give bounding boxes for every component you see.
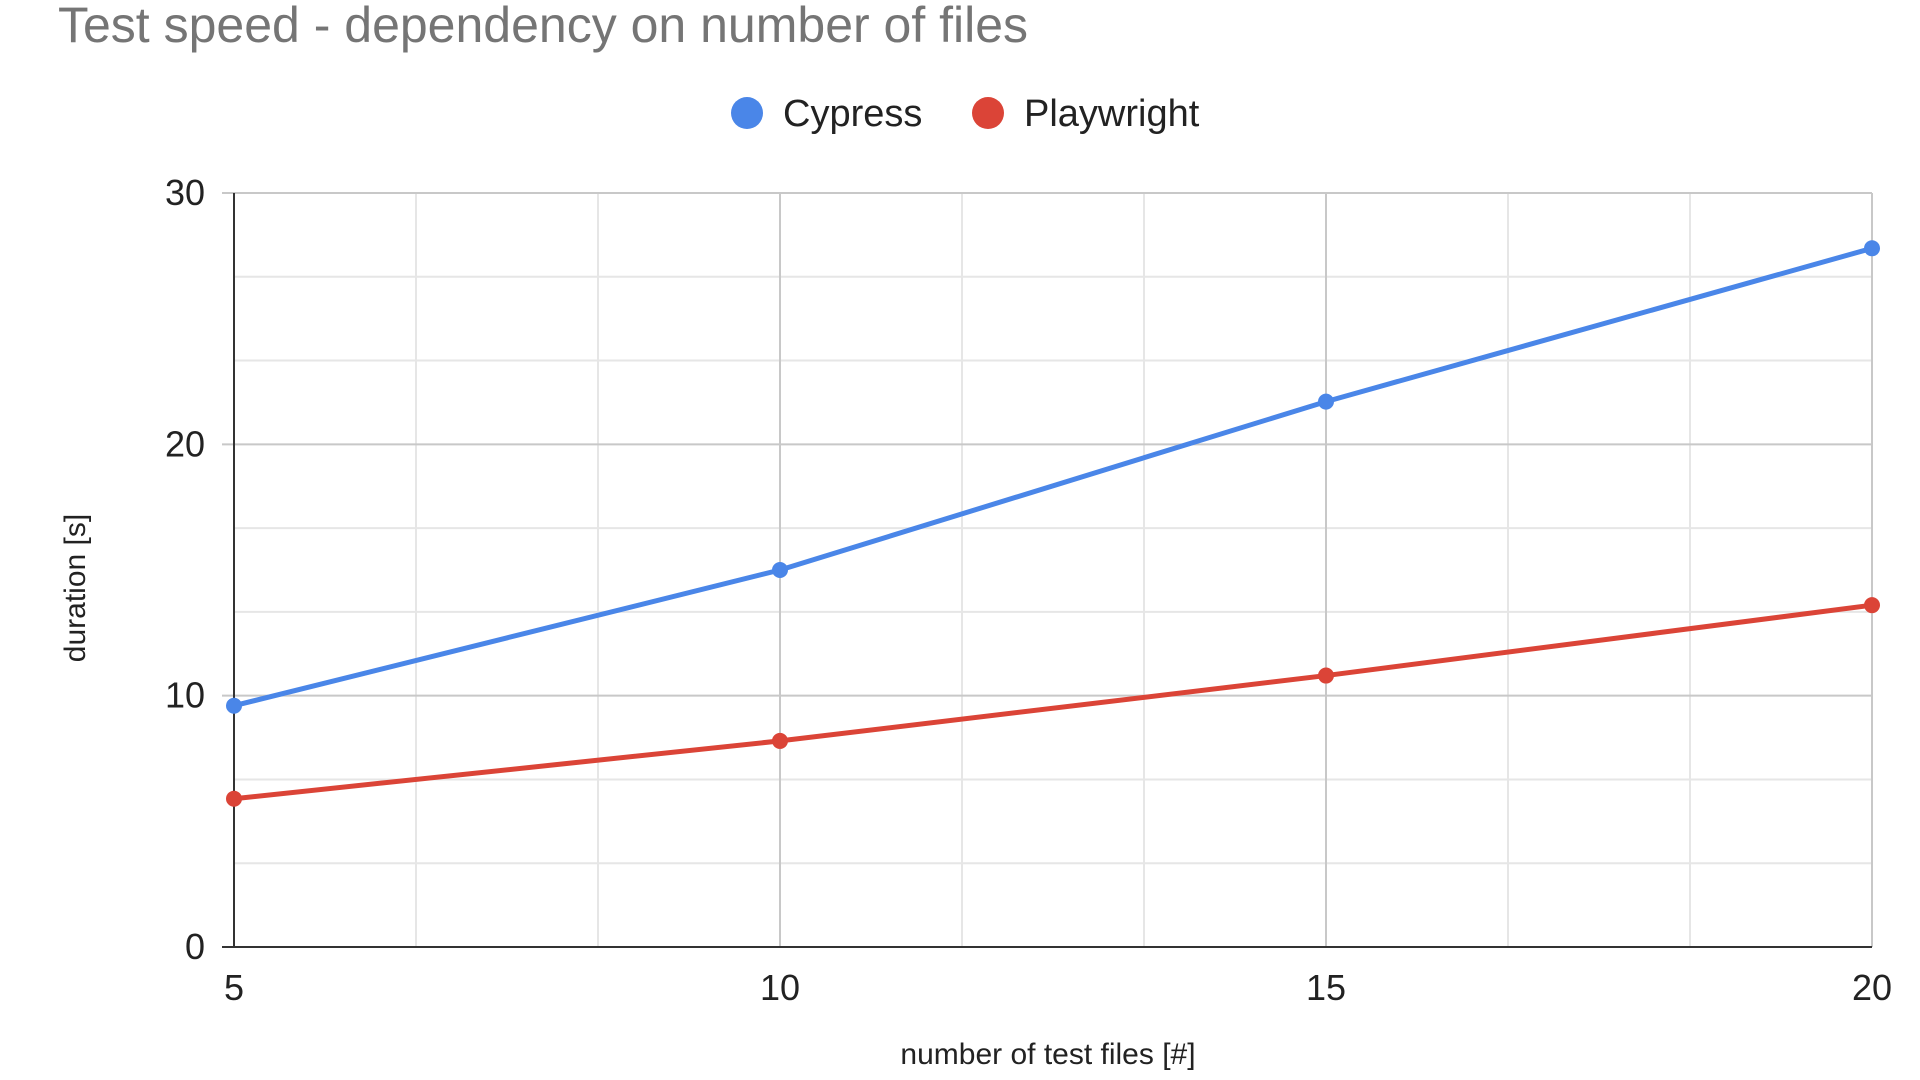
data-point-cypress xyxy=(1864,240,1880,257)
y-axis-label: duration [s] xyxy=(59,514,92,662)
x-axis-label: number of test files [#] xyxy=(900,1038,1195,1071)
x-tick-labels: 5 10 15 20 xyxy=(224,967,1892,1008)
data-point-cypress xyxy=(1318,393,1334,410)
x-tick-label: 15 xyxy=(1306,967,1346,1008)
y-tick-label: 10 xyxy=(165,675,205,716)
series-points xyxy=(226,240,1880,807)
y-tick-labels: 0 10 20 30 xyxy=(165,172,205,967)
axes xyxy=(222,193,1872,948)
series-lines xyxy=(231,245,1875,802)
y-tick-label: 20 xyxy=(165,423,205,464)
y-tick-label: 30 xyxy=(165,172,205,213)
grid-minor xyxy=(234,193,1872,947)
x-tick-label: 10 xyxy=(760,967,800,1008)
x-tick-label: 5 xyxy=(224,967,244,1008)
legend: Cypress Playwright xyxy=(731,93,1200,135)
y-tick-label: 0 xyxy=(185,926,205,967)
chart-title: Test speed - dependency on number of fil… xyxy=(58,0,1028,53)
data-point-playwright xyxy=(772,732,788,749)
data-point-playwright xyxy=(1318,667,1334,684)
data-point-cypress xyxy=(772,562,788,578)
legend-marker-cypress xyxy=(731,97,763,129)
series-line-cypress xyxy=(231,245,1875,709)
data-point-playwright xyxy=(226,790,242,807)
x-tick-label: 20 xyxy=(1852,967,1892,1008)
legend-label-cypress: Cypress xyxy=(783,93,922,135)
legend-label-playwright: Playwright xyxy=(1024,93,1200,135)
series-line-playwright xyxy=(231,602,1875,802)
legend-marker-playwright xyxy=(972,97,1004,129)
data-point-cypress xyxy=(226,697,242,714)
grid-major xyxy=(222,192,1873,947)
data-point-playwright xyxy=(1864,597,1880,614)
